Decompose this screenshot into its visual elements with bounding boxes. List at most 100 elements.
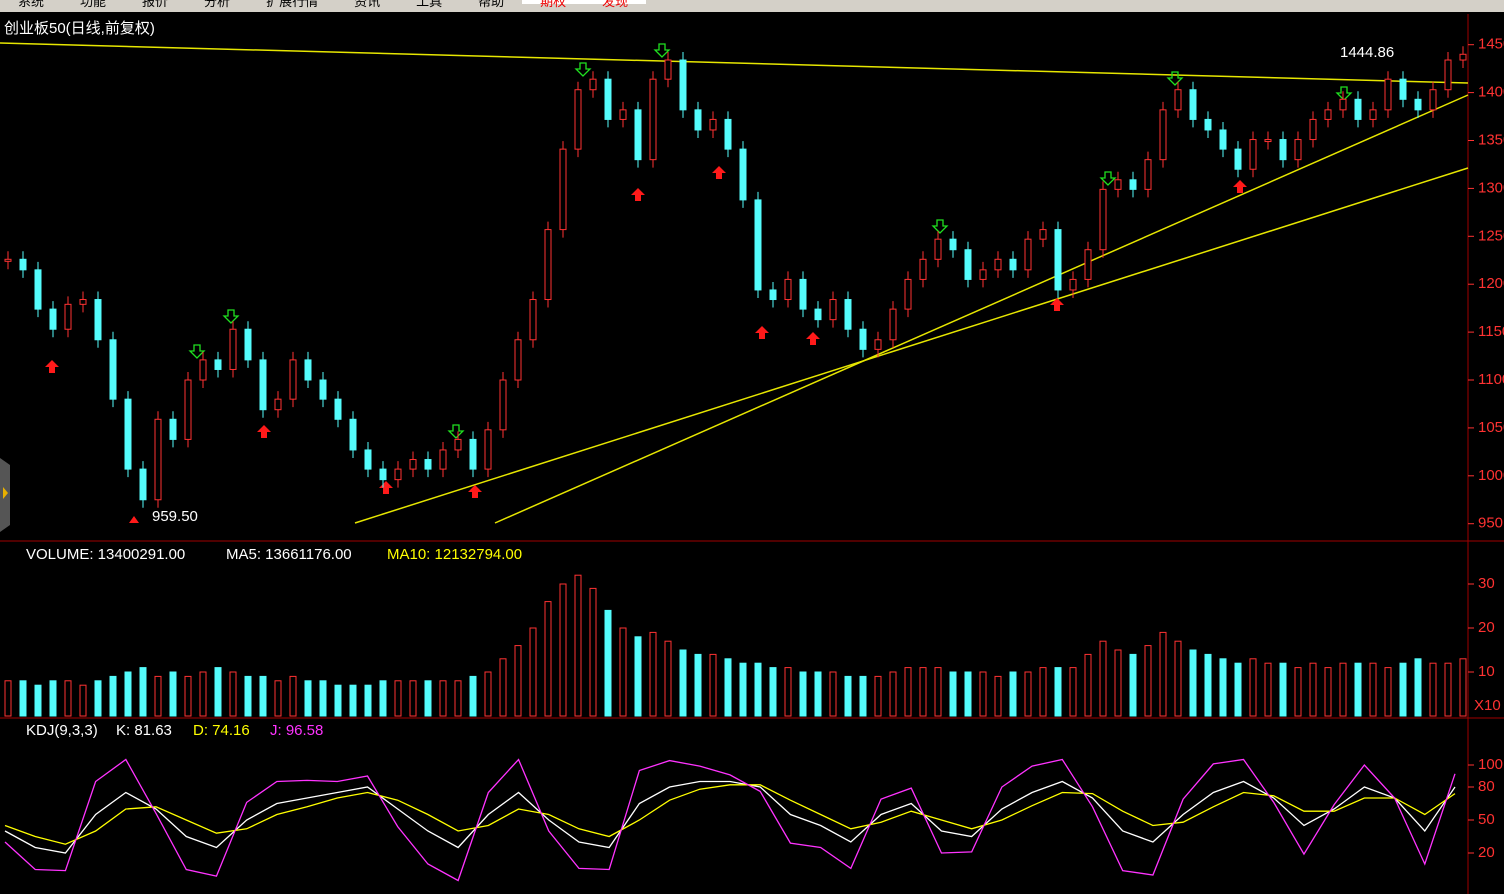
volume-bar [739, 662, 747, 717]
volume-bar [1294, 667, 1302, 717]
y-tick-label: 1350 [1478, 131, 1504, 148]
candle-body [79, 299, 87, 305]
candle-body [274, 398, 282, 411]
candle-body [769, 289, 777, 301]
volume-bar [979, 671, 987, 717]
candle-body [409, 459, 417, 470]
candle-body [889, 308, 897, 341]
volume-title: VOLUME: 13400291.00 [26, 546, 185, 563]
volume-bar [139, 667, 147, 717]
candle-body [1384, 78, 1392, 111]
candle-body [514, 339, 522, 381]
candle-body [604, 78, 612, 120]
volume-bar [769, 667, 777, 717]
volume-bar [154, 675, 162, 717]
volume-bar [1414, 658, 1422, 717]
candle-body [799, 278, 807, 310]
volume-bar [364, 684, 372, 717]
volume-bar [214, 667, 222, 717]
volume-bar [1279, 662, 1287, 717]
volume-bar [34, 684, 42, 717]
volume-bar [634, 636, 642, 717]
volume-bar [379, 680, 387, 717]
y-tick-label: 1400 [1478, 84, 1504, 101]
volume-bar [274, 680, 282, 717]
y-tick-label: 30 [1478, 575, 1495, 592]
candle-body [304, 359, 312, 381]
volume-bar [1354, 662, 1362, 717]
candle-body [1324, 109, 1332, 120]
candle-body [1024, 238, 1032, 271]
y-tick-label: 20 [1478, 844, 1495, 861]
candle-body [679, 59, 687, 111]
candle-body [1174, 89, 1182, 111]
y-tick-label: 1150 [1478, 323, 1504, 340]
unit-label: X10 [1474, 697, 1501, 714]
candle-body [739, 148, 747, 201]
candle-body [64, 303, 72, 330]
candle-body [559, 148, 567, 231]
volume-bar [679, 649, 687, 717]
volume-bar [1144, 645, 1152, 717]
candle-body [874, 339, 882, 350]
candle-body [754, 199, 762, 291]
legend-entry: D: 74.16 [193, 722, 250, 739]
candle-body [694, 109, 702, 131]
background [0, 14, 1504, 894]
volume-bar [1174, 640, 1182, 717]
volume-bar [4, 680, 12, 717]
y-tick-label: 950 [1478, 515, 1503, 532]
volume-bar [604, 609, 612, 717]
volume-bar [229, 671, 237, 717]
volume-bar [109, 675, 117, 717]
volume-bar [1099, 640, 1107, 717]
volume-bar [454, 680, 462, 717]
candle-body [904, 278, 912, 310]
candle-body [544, 229, 552, 301]
candle-body [1429, 89, 1437, 111]
volume-bar [1459, 658, 1467, 717]
candle-body [1249, 139, 1257, 170]
candle-body [214, 359, 222, 370]
candle-body [1354, 98, 1362, 120]
high-label: 1444.86 [1340, 44, 1394, 61]
candle-body [289, 359, 297, 400]
candle-body [499, 379, 507, 431]
candle-body [1189, 89, 1197, 120]
volume-bar [424, 680, 432, 717]
volume-bar [934, 667, 942, 717]
kdj-line [4, 784, 1456, 845]
volume-bar [859, 675, 867, 717]
candle-body [649, 78, 657, 161]
y-tick-label: 1100 [1478, 371, 1504, 388]
volume-bar [334, 684, 342, 717]
volume-bar [1189, 649, 1197, 717]
volume-bar [64, 680, 72, 717]
candle-body [184, 379, 192, 440]
volume-bar [1009, 671, 1017, 717]
candle-body [1369, 109, 1377, 120]
candle-body [124, 398, 132, 470]
volume-bar [409, 680, 417, 717]
volume-bar [1159, 631, 1167, 717]
candle-body [709, 118, 717, 131]
y-tick-label: 80 [1478, 778, 1495, 795]
volume-bar [724, 658, 732, 717]
volume-bar [1129, 653, 1137, 717]
candle-body [1054, 229, 1062, 291]
candle-body [529, 299, 537, 341]
volume-bar [829, 671, 837, 717]
candle-body [664, 59, 672, 80]
volume-bar [394, 680, 402, 717]
volume-bar [889, 671, 897, 717]
candle-body [229, 328, 237, 370]
volume-bar [1384, 667, 1392, 717]
candle-body [319, 379, 327, 400]
menu-bar: 系统 功能 报价 分析 扩展行情 资讯 工具 帮助 期权 发现 [0, 0, 1504, 12]
volume-bar [844, 675, 852, 717]
candle-body [1444, 59, 1452, 91]
y-tick-label: 100 [1478, 756, 1503, 773]
y-tick-label: 20 [1478, 619, 1495, 636]
candle-body [139, 468, 147, 501]
